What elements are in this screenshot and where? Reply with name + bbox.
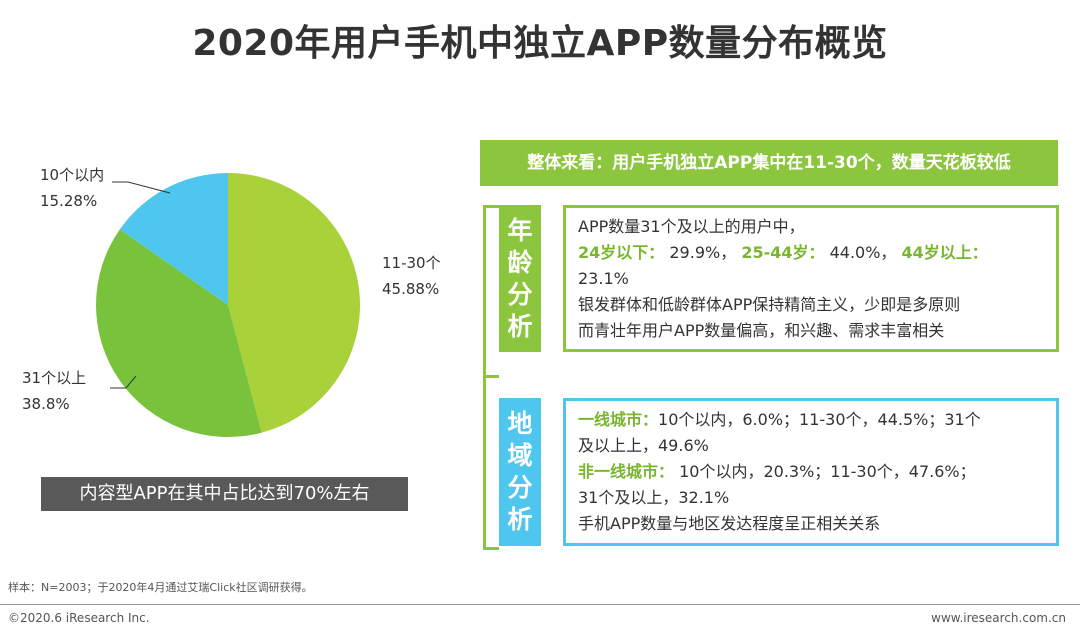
region-line-5: 手机APP数量与地区发达程度呈正相关关系 bbox=[578, 514, 881, 533]
footnote: 样本：N=2003；于2020年4月通过艾瑞Click社区调研获得。 bbox=[8, 581, 313, 594]
non-tier1-label: 非一线城市： bbox=[578, 462, 675, 481]
age-tab-char: 分 bbox=[507, 279, 533, 309]
region-tab-char: 分 bbox=[507, 473, 533, 502]
age-line-5: 而青壮年用户APP数量偏高，和兴趣、需求丰富相关 bbox=[578, 321, 945, 340]
non-tier1-text: 10个以内，20.3%；11-30个，47.6%； bbox=[674, 462, 976, 481]
age-line-3: 23.1% bbox=[578, 269, 629, 288]
bracket-tick-top bbox=[483, 205, 499, 208]
tier1-label: 一线城市： bbox=[578, 410, 659, 429]
pie-slice-1 bbox=[228, 173, 360, 433]
region-analysis-tab: 地 域 分 析 bbox=[499, 398, 541, 546]
region-line-4: 31个及以上，32.1% bbox=[578, 488, 730, 507]
region-tab-char: 析 bbox=[507, 505, 533, 534]
page-title: 2020年用户手机中独立APP数量分布概览 bbox=[192, 23, 888, 64]
region-line-3: 非一线城市： 10个以内，20.3%；11-30个，47.6%； bbox=[578, 459, 1046, 485]
region-line-1: 一线城市：10个以内，6.0%；11-30个，44.5%；31个 bbox=[578, 407, 1046, 433]
age-group-2-value: 44.0%， bbox=[829, 243, 897, 262]
bracket-tick-bottom bbox=[483, 547, 499, 550]
bracket-tick-middle bbox=[483, 375, 499, 378]
region-line-2: 及以上上，49.6% bbox=[578, 436, 709, 455]
copyright: ©2020.6 iResearch Inc. bbox=[8, 611, 150, 625]
pie-leader-line-3 bbox=[112, 181, 171, 194]
age-line-2: 24岁以下： 29.9%， 25-44岁： 44.0%， 44岁以上： bbox=[578, 240, 1046, 266]
pie-label-value: 15.28% bbox=[40, 192, 97, 210]
age-analysis-box: APP数量31个及以上的用户中， 24岁以下： 29.9%， 25-44岁： 4… bbox=[563, 205, 1059, 352]
age-tab-char: 龄 bbox=[507, 247, 533, 277]
age-line-4: 银发群体和低龄群体APP保持精简主义，少即是多原则 bbox=[578, 295, 961, 314]
pie-slice-3 bbox=[119, 173, 228, 305]
region-tab-char: 地 bbox=[507, 409, 533, 438]
age-group-2-label: 25-44岁： bbox=[741, 243, 825, 262]
pie-note-banner: 内容型APP在其中占比达到70%左右 bbox=[41, 477, 408, 511]
summary-banner: 整体来看：用户手机独立APP集中在11-30个，数量天花板较低 bbox=[480, 140, 1058, 186]
pie-label-category: 31个以上 bbox=[22, 369, 86, 387]
age-group-1-value: 29.9%， bbox=[669, 243, 737, 262]
pie-label-category: 10个以内 bbox=[40, 166, 104, 184]
age-analysis-tab: 年 龄 分 析 bbox=[499, 205, 541, 352]
pie-label-value: 45.88% bbox=[382, 280, 439, 298]
tier1-text: 10个以内，6.0%；11-30个，44.5%；31个 bbox=[658, 410, 981, 429]
age-tab-char: 年 bbox=[507, 215, 533, 245]
age-group-3-label: 44岁以上： bbox=[901, 243, 988, 262]
pie-label-category: 11-30个 bbox=[382, 254, 441, 272]
pie-label-value: 38.8% bbox=[22, 395, 70, 413]
pie-chart: 11-30个 45.88% 31个以上 38.8% 10个以内 15.28% bbox=[22, 166, 441, 437]
age-group-1-label: 24岁以下： bbox=[578, 243, 665, 262]
pie-leader-line-2 bbox=[110, 375, 137, 389]
age-tab-char: 析 bbox=[507, 311, 533, 341]
footer-divider bbox=[0, 604, 1080, 605]
age-line-1: APP数量31个及以上的用户中， bbox=[578, 217, 805, 236]
region-tab-char: 域 bbox=[507, 441, 533, 470]
website-link[interactable]: www.iresearch.com.cn bbox=[931, 611, 1066, 625]
pie-slice-2 bbox=[96, 229, 262, 437]
region-analysis-box: 一线城市：10个以内，6.0%；11-30个，44.5%；31个 及以上上，49… bbox=[563, 398, 1059, 546]
